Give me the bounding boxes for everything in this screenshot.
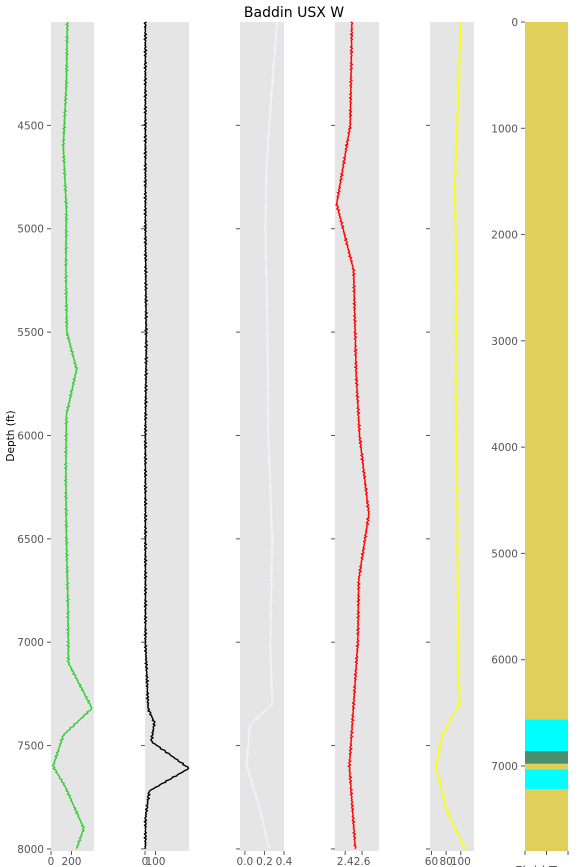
log-curve	[52, 22, 93, 849]
log-curve	[434, 21, 466, 850]
x-tick-label: 0.4	[276, 856, 293, 867]
depth-tick-label: 8000	[17, 844, 44, 856]
track-panel	[335, 22, 379, 851]
fluid-depth-tick-label: 5000	[491, 548, 518, 560]
log-track-3: 0.00.20.4N Porosity(%)	[236, 21, 293, 867]
fluid-depth-tick-label: 6000	[491, 655, 518, 667]
log-curve	[143, 21, 190, 849]
x-tick-label: 0.2	[256, 856, 273, 867]
x-tick-label: 100	[145, 856, 165, 867]
fluid-zone	[525, 763, 568, 770]
x-tick-label: 2.6	[354, 856, 371, 867]
log-track-1: 0200GR (api)	[48, 22, 94, 867]
depth-tick-label: 4500	[17, 120, 44, 132]
depth-tick-label: 5500	[17, 327, 44, 339]
depth-tick-label: 6000	[17, 430, 44, 442]
depth-tick-label: 6500	[17, 534, 44, 546]
fluid-type-track: 0 1000 2000 3000 4000 5000 6000 7000 Fluid Type	[491, 17, 578, 867]
log-curve	[335, 21, 370, 849]
track-panel	[430, 22, 474, 851]
x-tick-label: 0	[142, 856, 149, 867]
log-curve	[245, 21, 279, 850]
x-tick-label: 0	[48, 856, 55, 867]
depth-tick-label: 7000	[17, 637, 44, 649]
x-tick-label: 2.4	[337, 856, 354, 867]
x-tick-label: 80	[439, 856, 452, 867]
chart-title: Baddin USX W	[244, 5, 344, 21]
x-tick-label: 60	[425, 856, 438, 867]
fluid-zone	[525, 789, 568, 851]
fluid-zone	[525, 769, 568, 790]
fluid-depth-tick-label: 1000	[491, 123, 518, 135]
x-tick-label: 0.0	[237, 856, 254, 867]
fluid-depth-tick-label: 4000	[491, 442, 518, 454]
depth-tick-label: 7500	[17, 741, 44, 753]
x-tick-label: 100	[451, 856, 471, 867]
fluid-zone	[525, 22, 568, 720]
log-track-2: 0100Resistivity (Ohm-m)	[141, 21, 190, 867]
depth-axis-label: Depth (ft)	[5, 410, 17, 461]
fluid-zone	[525, 751, 568, 764]
fluid-depth-tick-label: 3000	[491, 336, 518, 348]
log-tracks: 450050005500600065007000750080000200GR (…	[17, 21, 474, 867]
fluid-depth-tick-label: 7000	[491, 761, 518, 773]
log-track-5: 6080100Sonic P (m/s)	[425, 21, 474, 867]
fluid-depth-tick-label: 2000	[491, 230, 518, 242]
depth-tick-label: 5000	[17, 224, 44, 236]
fluid-axis-label: Fluid Type	[515, 863, 578, 867]
log-track-4: 2.42.6Density (delta)	[331, 21, 379, 867]
fluid-zone	[525, 719, 568, 752]
track-panel	[240, 22, 284, 851]
fluid-depth-tick-label: 0	[511, 17, 518, 29]
x-tick-label: 200	[61, 856, 81, 867]
track-panel	[145, 22, 189, 851]
